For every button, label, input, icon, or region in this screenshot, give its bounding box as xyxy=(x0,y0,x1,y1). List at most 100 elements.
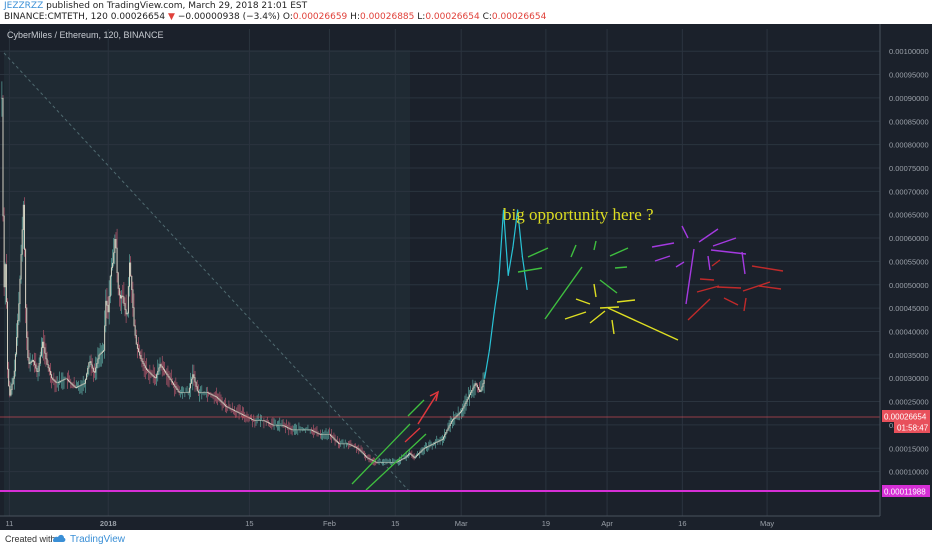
doodle-stroke xyxy=(743,297,747,312)
time-axis-ticks: 11 2018 15 Feb 15 Mar 19 Apr 16 May xyxy=(6,519,775,528)
open-label: O: xyxy=(282,12,293,22)
doodle-stroke xyxy=(599,279,618,294)
red-arrow-line xyxy=(417,393,438,425)
price-axis[interactable] xyxy=(880,24,932,530)
doodle-stroke xyxy=(716,286,742,289)
channel-extension-line xyxy=(407,399,425,417)
doodle-stroke xyxy=(564,311,587,320)
doodle-stroke xyxy=(723,297,739,306)
channel-lower-line xyxy=(365,433,427,491)
price-tick-label: 0.00075000 xyxy=(889,164,929,173)
doodle-stroke xyxy=(570,244,577,258)
doodle-stroke xyxy=(707,255,711,271)
projection-point xyxy=(488,349,491,351)
time-tick-label: Mar xyxy=(455,519,468,528)
last-price: 0.00026654 xyxy=(110,12,166,22)
doodle-stroke xyxy=(616,299,636,303)
time-tick-label: May xyxy=(760,519,774,528)
doodle-stroke xyxy=(751,265,784,272)
time-tick-label: Feb xyxy=(323,519,336,528)
red-arrow-head-icon xyxy=(429,390,440,402)
tradingview-brand[interactable]: TradingView xyxy=(70,534,126,545)
chart-header: JEZZRZZ published on TradingView.com, Ma… xyxy=(0,0,932,24)
doodle-stroke xyxy=(741,251,746,275)
projection-point xyxy=(517,209,519,211)
support-price-tag-text: 0.00011988 xyxy=(884,488,926,497)
price-tick-label: 0.00015000 xyxy=(889,444,929,453)
price-tick-label: 0.00060000 xyxy=(889,234,929,243)
price-tick-label: 0.00095000 xyxy=(889,71,929,80)
close-value: 0.00026654 xyxy=(491,12,547,22)
doodle-stroke xyxy=(675,261,685,268)
time-axis[interactable] xyxy=(0,516,880,530)
time-tick-label: 15 xyxy=(391,519,399,528)
price-tick-label: 0.00050000 xyxy=(889,281,929,290)
doodle-stroke xyxy=(687,298,711,321)
last-price-tag-text: 0.00026654 xyxy=(884,413,927,422)
footer: Created with TradingView xyxy=(0,530,932,550)
projection-point xyxy=(484,377,486,379)
doodle-stroke xyxy=(614,266,628,269)
price-tick-label: 0.00065000 xyxy=(889,211,929,220)
trend-channel xyxy=(351,390,440,491)
doodle-stroke xyxy=(699,278,715,281)
doodle-stroke xyxy=(685,248,695,305)
price-chart[interactable]: big opportunity here ? CyberMiles / Ethe… xyxy=(0,24,932,530)
projection-point xyxy=(493,312,495,314)
grid-lines xyxy=(0,29,880,516)
doodle-stroke xyxy=(593,240,597,251)
created-with-text: Created with xyxy=(5,534,56,544)
fireworks-doodles xyxy=(517,225,784,341)
annotation-text: big opportunity here ? xyxy=(503,205,654,224)
symbol-label: BINANCE:CMTETH, 120 xyxy=(4,12,108,22)
doodle-stroke xyxy=(575,298,591,305)
high-value: 0.00026885 xyxy=(359,12,415,22)
price-tick-label: 0.00090000 xyxy=(889,94,929,103)
time-tick-label: Apr xyxy=(601,519,613,528)
tradingview-logo-icon xyxy=(53,534,66,542)
projection-point xyxy=(507,274,509,277)
chart-area[interactable]: big opportunity here ? CyberMiles / Ethe… xyxy=(0,24,932,530)
price-tick-label: 0.00045000 xyxy=(889,304,929,313)
time-tick-label: 2018 xyxy=(100,519,117,528)
doodle-stroke xyxy=(681,225,689,239)
price-tags: 0.00026654 01:58:47 0.00011988 xyxy=(882,410,930,497)
doodle-stroke xyxy=(607,307,679,341)
chart-title: CyberMiles / Ethereum, 120, BINANCE xyxy=(7,30,164,40)
doodle-stroke xyxy=(712,237,737,247)
price-tick-label: 0.00010000 xyxy=(889,468,929,477)
time-tick-label: 11 xyxy=(6,519,14,528)
doodle-stroke xyxy=(517,267,543,273)
doodle-stroke xyxy=(599,306,620,309)
price-change: −0.00000938 (−3.4%) xyxy=(177,12,281,22)
doodle-stroke xyxy=(698,228,719,243)
doodle-stroke xyxy=(651,242,675,248)
candles xyxy=(1,81,485,466)
high-label: H: xyxy=(350,12,360,22)
price-tick-label: 0.00100000 xyxy=(889,47,929,56)
doodle-stroke xyxy=(527,247,549,258)
projection-line xyxy=(484,209,528,379)
projection-point xyxy=(502,209,505,211)
price-tick-label: 0.00070000 xyxy=(889,187,929,196)
author-link[interactable]: JEZZRZZ xyxy=(4,1,44,11)
doodle-stroke xyxy=(609,247,629,257)
countdown-tag xyxy=(894,422,930,433)
doodle-stroke xyxy=(654,255,671,262)
doodle-stroke xyxy=(589,310,606,324)
highlight-region xyxy=(4,50,410,524)
time-tick-label: 19 xyxy=(542,519,550,528)
projection-point xyxy=(526,288,528,291)
doodle-stroke xyxy=(758,285,782,290)
price-tick-label: 0.00040000 xyxy=(889,327,929,336)
time-tick-label: 16 xyxy=(678,519,686,528)
doodle-stroke xyxy=(711,259,721,267)
open-value: 0.00026659 xyxy=(292,12,348,22)
doodle-stroke xyxy=(611,319,615,335)
price-tick-label: 0.00025000 xyxy=(889,398,929,407)
doodle-stroke xyxy=(742,281,771,292)
price-tick-label: 0.00035000 xyxy=(889,351,929,360)
price-tick-label: 0.00030000 xyxy=(889,374,929,383)
support-price-tag xyxy=(882,485,930,497)
last-price-tag xyxy=(882,410,930,422)
